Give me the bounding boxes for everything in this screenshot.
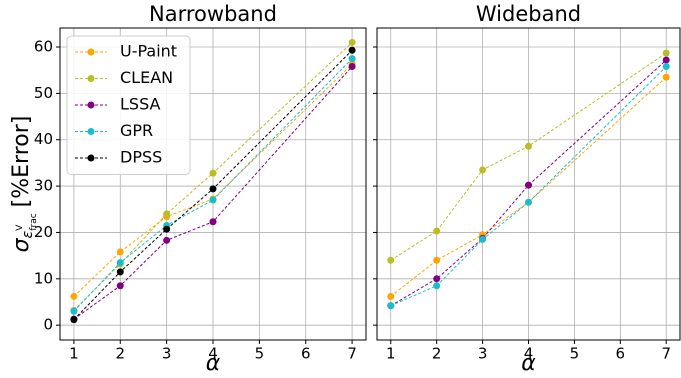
data-point: [163, 210, 171, 218]
y-label-sub-sub: frac: [29, 213, 39, 230]
data-point: [433, 282, 441, 290]
legend-label: CLEAN: [120, 68, 173, 87]
y-tick-label: 60: [34, 38, 53, 56]
panel-title: Narrowband: [149, 2, 277, 26]
legend-label: GPR: [120, 121, 153, 140]
y-label-unit: [%Error]: [9, 116, 34, 208]
data-point: [70, 307, 78, 315]
legend-marker: [87, 75, 95, 82]
y-label-symbol: σ: [9, 237, 34, 252]
legend-label: U-Paint: [120, 42, 177, 61]
x-tick-label: 6: [301, 345, 311, 363]
data-point: [662, 56, 670, 64]
data-point: [348, 46, 356, 54]
data-point: [387, 302, 395, 310]
x-tick-label: 7: [661, 345, 671, 363]
x-tick-label: 5: [255, 345, 265, 363]
x-tick-label: 3: [478, 345, 488, 363]
data-point: [662, 73, 670, 81]
legend-marker: [87, 128, 95, 135]
data-point: [433, 256, 441, 264]
panel-title: Wideband: [476, 2, 581, 26]
data-point: [209, 196, 217, 204]
data-point: [387, 292, 395, 300]
data-point: [525, 198, 532, 206]
y-tick-label: 50: [34, 84, 53, 102]
data-point: [163, 225, 171, 233]
legend-marker: [87, 154, 95, 162]
legend-label: DPSS: [120, 148, 162, 167]
data-point: [70, 292, 78, 300]
axes-frame: [376, 27, 681, 341]
data-point: [525, 142, 532, 150]
x-axis-label: α: [206, 351, 221, 376]
x-tick-label: 4: [208, 345, 218, 363]
data-point: [387, 256, 395, 264]
data-point: [348, 38, 356, 46]
x-tick-label: 2: [115, 345, 125, 363]
y-tick-label: 20: [34, 223, 53, 241]
data-point: [163, 236, 171, 244]
data-point: [209, 169, 217, 177]
legend-marker: [87, 101, 95, 109]
x-tick-label: 5: [570, 345, 580, 363]
data-point: [116, 248, 124, 256]
data-point: [209, 218, 217, 226]
x-tick-label: 4: [524, 345, 534, 363]
data-point: [662, 62, 670, 70]
data-point: [433, 275, 441, 283]
y-label-sub: ε: [20, 230, 36, 238]
data-point: [433, 227, 441, 235]
data-point: [479, 166, 487, 174]
legend-label: LSSA: [120, 95, 161, 114]
data-point: [209, 185, 217, 193]
series-line: [73, 49, 353, 320]
data-point: [70, 316, 78, 324]
data-point: [116, 259, 124, 267]
data-point: [348, 55, 356, 63]
y-tick-label: 0: [43, 316, 53, 334]
legend-box: [66, 35, 191, 175]
data-point: [348, 62, 356, 70]
x-tick-label: 1: [69, 345, 79, 363]
data-point: [116, 268, 124, 276]
y-tick-label: 40: [34, 130, 53, 148]
y-axis-label: σεV frac [%Error]: [9, 116, 39, 253]
data-point: [116, 282, 124, 290]
y-label-sub-sup: V: [15, 224, 25, 231]
x-tick-label: 2: [432, 345, 442, 363]
y-tick-label: 10: [34, 269, 53, 287]
legend-marker: [87, 48, 95, 56]
y-tick-label: 30: [34, 177, 53, 195]
data-point: [479, 235, 487, 243]
data-point: [525, 181, 532, 189]
x-tick-label: 7: [347, 345, 357, 363]
x-tick-label: 3: [162, 345, 172, 363]
series-line: [390, 59, 667, 307]
x-axis-label: α: [521, 351, 536, 376]
x-tick-label: 1: [386, 345, 396, 363]
data-point: [662, 49, 670, 57]
x-tick-label: 6: [616, 345, 626, 363]
axes-frame: [59, 27, 367, 341]
